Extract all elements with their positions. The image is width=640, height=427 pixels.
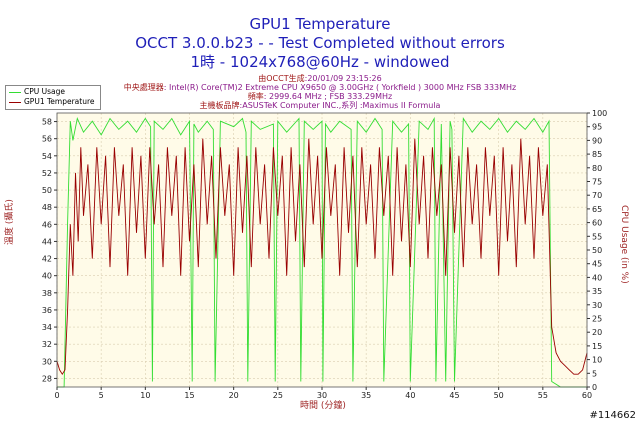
x-tick-label: 55 [538,391,548,400]
info-cpu-value: : Intel(R) Core(TM)2 Extreme CPU X9650 @… [163,83,517,92]
y2-tick-label: 65 [592,205,602,214]
y-tick-label: 32 [42,340,52,349]
y-tick-label: 58 [42,118,52,127]
y2-tick-label: 85 [592,150,602,159]
info-cpu: 中央處理器: Intel(R) Core(TM)2 Extreme CPU X9… [0,83,640,92]
info-freq-value: : 2999.64 MHz ; FSB 333.29MHz [263,92,393,101]
y-tick-label: 44 [42,237,52,246]
info-generated-label: 由OCCT生成 [258,74,305,83]
x-tick-label: 0 [54,391,59,400]
legend-label-gpu-temp: GPU1 Temperature [24,97,95,106]
y-tick-label: 48 [42,203,52,212]
x-tick-label: 45 [449,391,459,400]
y2-tick-label: 80 [592,164,602,173]
series-gpu-temp-line [56,138,588,376]
y-tick-label: 50 [42,186,52,195]
y2-tick-label: 0 [592,383,597,392]
y2-tick-label: 55 [592,232,602,241]
y2-axis-label: CPU Usage (in %) [619,205,629,284]
y2-tick-label: 30 [592,301,602,310]
chart-title: GPU1 Temperature [249,15,391,33]
legend-item-cpu-usage: CPU Usage [9,87,65,97]
y2-tick-label: 20 [592,328,602,337]
chart-legend: CPU Usage GPU1 Temperature [5,85,101,110]
y-tick-label: 34 [42,323,52,332]
x-tick-label: 20 [229,391,239,400]
y2-tick-label: 60 [592,219,602,228]
legend-swatch-gpu-temp [9,101,21,103]
info-generated-value: :20/01/09 23:15:26 [304,74,382,83]
chart-subtitle: OCCT 3.0.0.b23 - - Test Completed withou… [135,34,505,52]
y2-tick-label: 10 [592,356,602,365]
x-tick-label: 10 [140,391,150,400]
watermark: #114662 [589,410,636,421]
x-tick-label: 30 [317,391,327,400]
x-tick-label: 5 [99,391,104,400]
x-axis-label: 時間 (分鐘) [300,401,346,411]
y-tick-label: 30 [42,357,52,366]
legend-label-cpu-usage: CPU Usage [24,87,66,96]
y2-tick-label: 15 [592,342,602,351]
y2-tick-label: 90 [592,136,602,145]
y-tick-label: 42 [42,255,52,264]
y2-tick-label: 95 [592,123,602,132]
info-motherboard: 主機板品牌:ASUSTeK Computer INC.,系列 :Maximus … [0,101,640,110]
y2-tick-label: 75 [592,178,602,187]
y2-tick-label: 25 [592,315,602,324]
y-tick-label: 38 [42,289,52,298]
info-board-label: 主機板品牌 [199,101,240,110]
y2-tick-label: 100 [592,109,607,118]
y-tick-label: 40 [42,272,52,281]
x-tick-label: 60 [582,391,592,400]
chart-subtitle-mode: 1時 - 1024x768@60Hz - windowed [190,53,450,71]
info-generated: 由OCCT生成:20/01/09 23:15:26 [0,74,640,83]
y2-tick-label: 70 [592,191,602,200]
info-frequency: 頻率: 2999.64 MHz ; FSB 333.29MHz [0,92,640,101]
y-tick-label: 56 [42,135,52,144]
x-tick-label: 25 [273,391,283,400]
info-freq-label: 頻率 [247,92,264,101]
y-tick-label: 28 [42,374,52,383]
y-tick-label: 52 [42,169,52,178]
y2-tick-label: 50 [592,246,602,255]
series-cpu-usage-line [57,116,587,388]
info-board-value: :ASUSTeK Computer INC.,系列 :Maximus II Fo… [239,101,441,110]
x-tick-label: 50 [494,391,504,400]
y-axis-label: 溫度 (攝氏) [5,199,15,245]
x-tick-label: 35 [361,391,371,400]
legend-item-gpu-temp: GPU1 Temperature [9,97,95,107]
y2-tick-label: 35 [592,287,602,296]
y2-tick-label: 5 [592,369,597,378]
y2-tick-label: 45 [592,260,602,269]
y-tick-label: 36 [42,306,52,315]
legend-swatch-cpu-usage [9,91,21,93]
x-tick-label: 40 [405,391,415,400]
info-cpu-label: 中央處理器 [123,83,164,92]
y-tick-label: 46 [42,220,52,229]
y-tick-label: 54 [42,152,52,161]
y2-tick-label: 40 [592,273,602,282]
x-tick-label: 15 [184,391,194,400]
